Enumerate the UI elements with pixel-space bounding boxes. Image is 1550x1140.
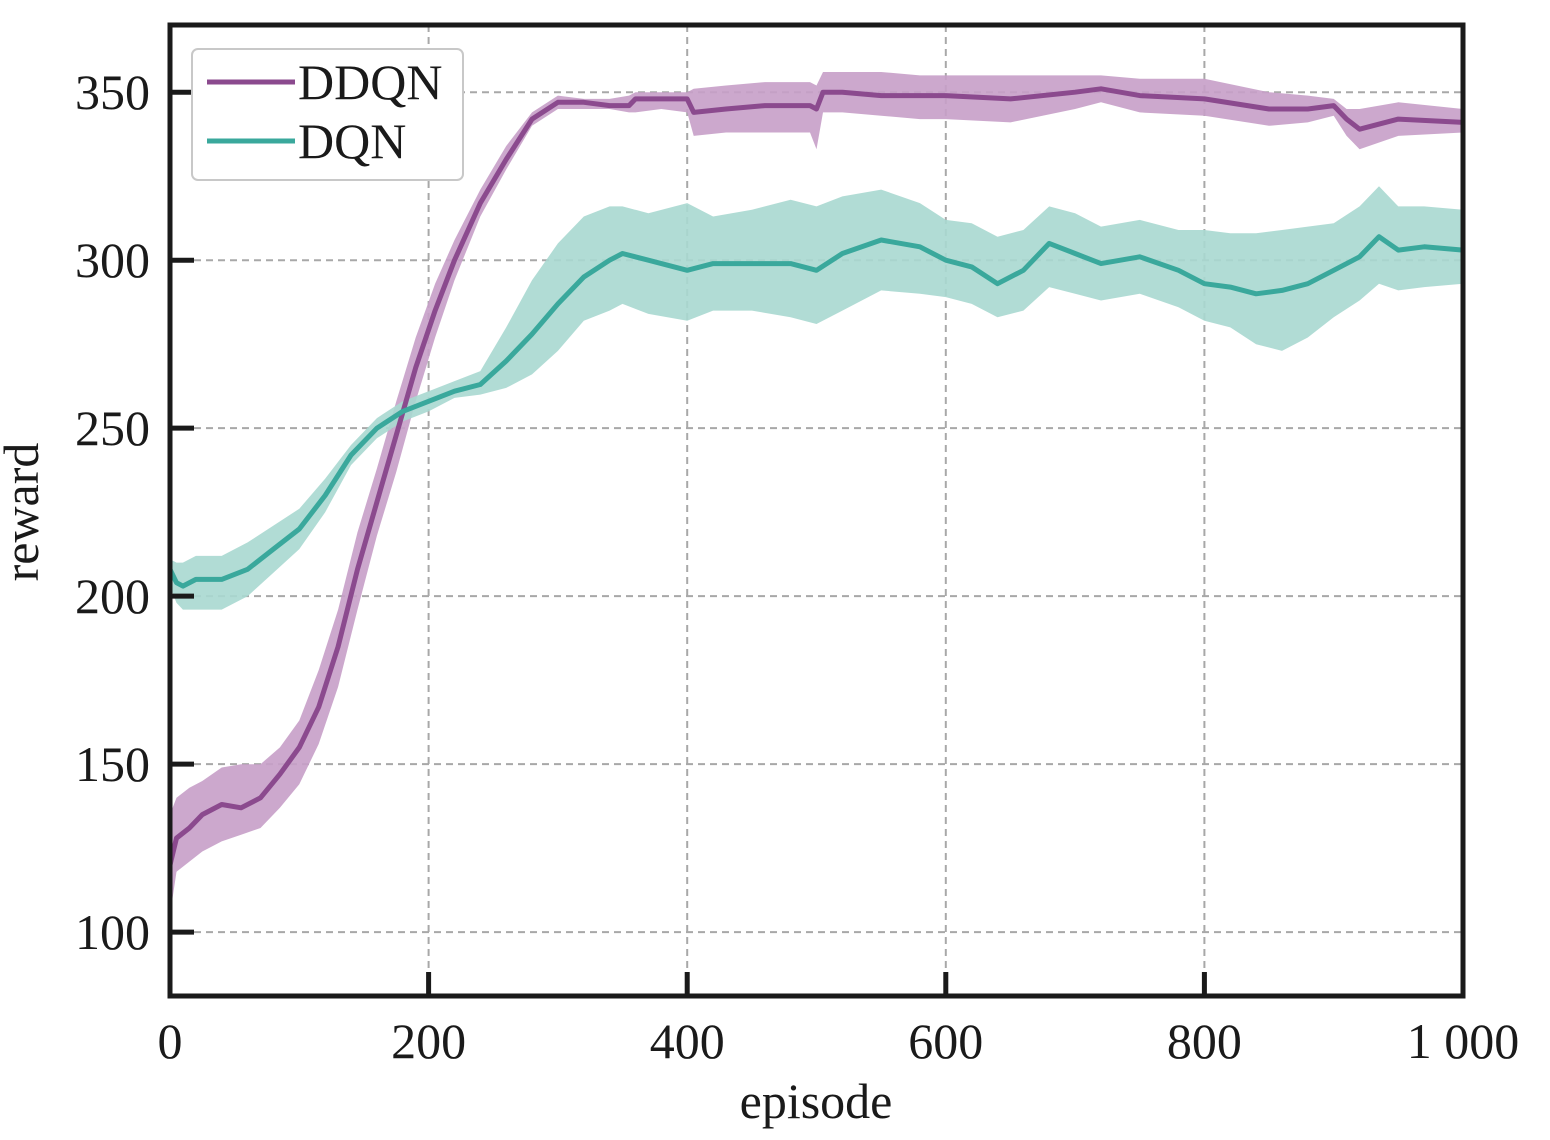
- band-dqn: [170, 186, 1463, 610]
- band-ddqn: [170, 72, 1463, 916]
- legend: DDQN DQN: [191, 48, 464, 181]
- legend-label-dqn: DQN: [298, 113, 406, 169]
- y-tick-labels: 100 150 200 250 300 350: [75, 64, 150, 960]
- x-tick-label: 0: [158, 1013, 183, 1069]
- y-axis-label: reward: [0, 443, 49, 582]
- confidence-bands: [170, 72, 1463, 916]
- y-tick-label: 350: [75, 64, 150, 120]
- plot-frame: [167, 22, 1466, 999]
- x-tick-label: 1 000: [1407, 1013, 1520, 1069]
- y-tick-label: 100: [75, 904, 150, 960]
- x-tick-label: 400: [650, 1013, 725, 1069]
- x-tick-labels: 0 200 400 600 800 1 000: [158, 1013, 1520, 1069]
- legend-label-ddqn: DDQN: [298, 54, 442, 110]
- x-tick-label: 200: [391, 1013, 466, 1069]
- line-ddqn: [167, 86, 1464, 866]
- y-tick-label: 150: [75, 736, 150, 792]
- x-tick-label: 800: [1167, 1013, 1242, 1069]
- series-lines: [167, 86, 1464, 866]
- x-tick-label: 600: [908, 1013, 983, 1069]
- y-tick-label: 250: [75, 400, 150, 456]
- axis-ticks: [167, 89, 1466, 996]
- x-axis-label: episode: [740, 1073, 893, 1129]
- y-tick-label: 200: [75, 568, 150, 624]
- y-tick-label: 300: [75, 232, 150, 288]
- line-dqn: [167, 234, 1464, 589]
- grid: [170, 25, 1463, 996]
